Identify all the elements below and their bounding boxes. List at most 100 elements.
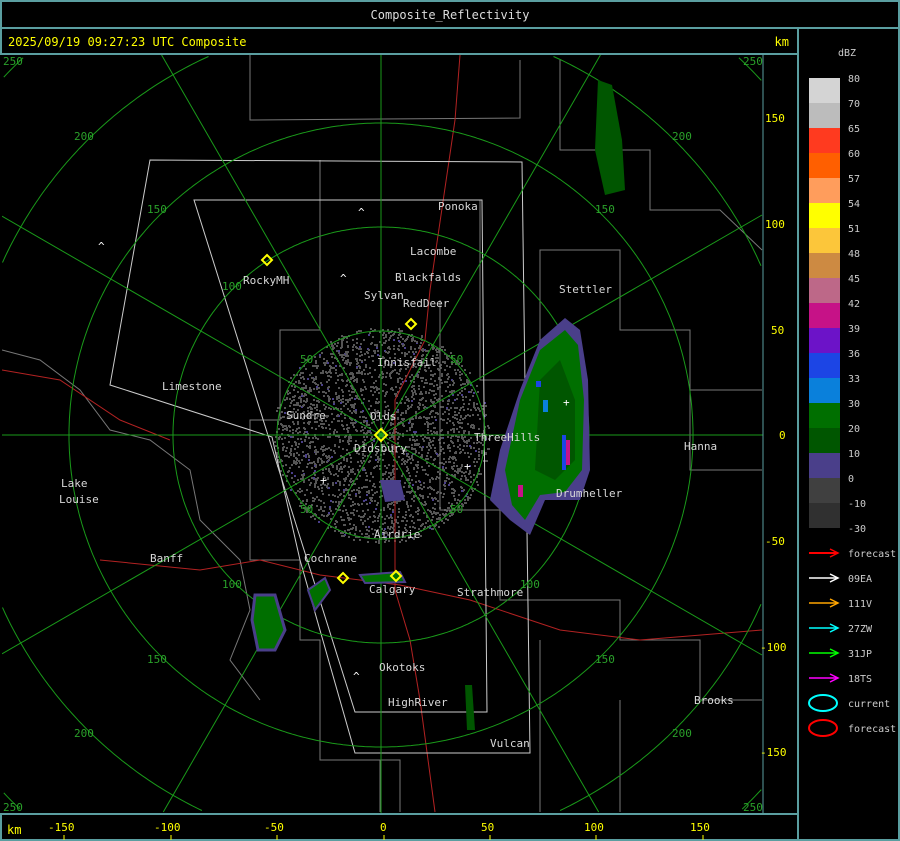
radar-map[interactable]: 50 50 50 50 100 100 100 150 150 150 150 … bbox=[2, 55, 763, 814]
place-banff: Banff bbox=[150, 552, 183, 565]
color-swatch bbox=[809, 278, 840, 303]
place-airdrie: Airdrie bbox=[374, 528, 420, 541]
place-stettler: Stettler bbox=[559, 283, 612, 296]
x-tick-label: -50 bbox=[264, 821, 284, 834]
scale-label: -30 bbox=[848, 524, 866, 535]
warning-polygons bbox=[109, 159, 531, 754]
ring-label-150: 150 bbox=[147, 653, 167, 666]
x-tick-label: -150 bbox=[48, 821, 75, 834]
radar-marker-icon bbox=[336, 571, 350, 585]
radar-marker-icon bbox=[389, 569, 403, 583]
arrow-head-icon bbox=[829, 623, 840, 633]
radial-line bbox=[2, 215, 763, 656]
radar-marker-icon bbox=[260, 253, 274, 267]
place-lacombe: Lacombe bbox=[410, 245, 456, 258]
y-tick-label: -150 bbox=[760, 746, 787, 759]
scale-label: 30 bbox=[848, 399, 860, 410]
color-swatch bbox=[809, 403, 840, 428]
x-tick-label: -100 bbox=[154, 821, 181, 834]
place-lake-louise: Louise bbox=[59, 493, 99, 506]
svg-text:+: + bbox=[563, 396, 570, 409]
track-label: 111V bbox=[848, 599, 872, 610]
y-tick-label: 0 bbox=[779, 429, 786, 442]
ring-label-50: 50 bbox=[450, 503, 463, 516]
svg-text:^: ^ bbox=[353, 670, 360, 683]
color-swatch bbox=[809, 178, 840, 203]
scale-label: 54 bbox=[848, 199, 860, 210]
ring-label-50: 50 bbox=[300, 503, 313, 516]
place-cochrane: Cochrane bbox=[304, 552, 357, 565]
place-brooks: Brooks bbox=[694, 694, 734, 707]
color-swatch bbox=[809, 103, 840, 128]
color-swatch bbox=[809, 203, 840, 228]
window-title: Composite_Reflectivity bbox=[370, 8, 530, 22]
track-label: 31JP bbox=[848, 649, 872, 660]
ring-label-100: 100 bbox=[520, 578, 540, 591]
radar-marker-icon bbox=[404, 317, 418, 331]
ring-label-200: 200 bbox=[672, 727, 692, 740]
color-swatch bbox=[809, 78, 840, 103]
ring-label-150: 150 bbox=[147, 203, 167, 216]
color-swatch bbox=[809, 228, 840, 253]
km-unit-bottom: km bbox=[7, 823, 21, 837]
x-tick-label: 0 bbox=[380, 821, 387, 834]
y-tick-label: 150 bbox=[765, 112, 785, 125]
track-label: 09EA bbox=[848, 574, 872, 585]
place-sundre: Sundre bbox=[286, 409, 326, 422]
scale-label: 0 bbox=[848, 474, 854, 485]
place-sylvan: Sylvan bbox=[364, 289, 404, 302]
color-swatch bbox=[809, 128, 840, 153]
radar-site-icon bbox=[373, 427, 389, 443]
svg-text:+: + bbox=[320, 474, 327, 487]
bottom-axis-panel bbox=[0, 813, 799, 841]
ring-label-200: 200 bbox=[74, 727, 94, 740]
arrow-head-icon bbox=[829, 673, 840, 683]
ring-label-250: 250 bbox=[743, 55, 763, 68]
place-innisfail: Innisfail bbox=[377, 356, 437, 369]
scale-label: 60 bbox=[848, 149, 860, 160]
cell-label: current bbox=[848, 699, 890, 710]
cell-ellipse-icon bbox=[808, 719, 838, 737]
ring-label-50: 50 bbox=[300, 353, 313, 366]
place-reddeer: RedDeer bbox=[403, 297, 450, 310]
color-swatch bbox=[809, 428, 840, 453]
scale-label: 45 bbox=[848, 274, 860, 285]
place-threehills: ThreeHills bbox=[474, 431, 540, 444]
legend-panel bbox=[797, 27, 900, 841]
scale-label: 33 bbox=[848, 374, 860, 385]
color-swatch bbox=[809, 353, 840, 378]
track-label: 18TS bbox=[848, 674, 872, 685]
place-didsbury: Didsbury bbox=[354, 442, 407, 455]
ring-label-250: 250 bbox=[3, 801, 23, 814]
scale-label: 42 bbox=[848, 299, 860, 310]
svg-text:+: + bbox=[464, 460, 471, 473]
ring-label-50: 50 bbox=[450, 353, 463, 366]
radial-line bbox=[162, 55, 601, 813]
ring-label-250: 250 bbox=[743, 801, 763, 814]
place-limestone: Limestone bbox=[162, 380, 222, 393]
arrow-head-icon bbox=[829, 573, 840, 583]
county-boundaries bbox=[2, 55, 763, 812]
ring-label-150: 150 bbox=[595, 653, 615, 666]
svg-text:^: ^ bbox=[98, 240, 105, 253]
color-swatch bbox=[809, 303, 840, 328]
svg-text:^: ^ bbox=[340, 272, 347, 285]
color-swatch bbox=[809, 253, 840, 278]
x-tick-label: 100 bbox=[584, 821, 604, 834]
place-blackfalds: Blackfalds bbox=[395, 271, 461, 284]
ring-label-150: 150 bbox=[595, 203, 615, 216]
place-okotoks: Okotoks bbox=[379, 661, 425, 674]
place-rockymh: RockyMH bbox=[243, 274, 289, 287]
place-vulcan: Vulcan bbox=[490, 737, 530, 750]
arrow-head-icon bbox=[829, 548, 840, 558]
ground-clutter bbox=[274, 328, 490, 544]
map-header: 2025/09/19 09:27:23 UTC Composite km bbox=[0, 27, 799, 55]
y-tick-label: -100 bbox=[760, 641, 787, 654]
radar-site-markers bbox=[260, 253, 418, 585]
scale-label: 65 bbox=[848, 124, 860, 135]
y-tick-label: 100 bbox=[765, 218, 785, 231]
color-scale: 80 70 65 60 57 54 51 48 45 42 39 36 33 30 20 10 0 -10 -30 bbox=[809, 74, 866, 535]
scale-label: 39 bbox=[848, 324, 860, 335]
place-hanna: Hanna bbox=[684, 440, 717, 453]
ring-label-200: 200 bbox=[74, 130, 94, 143]
